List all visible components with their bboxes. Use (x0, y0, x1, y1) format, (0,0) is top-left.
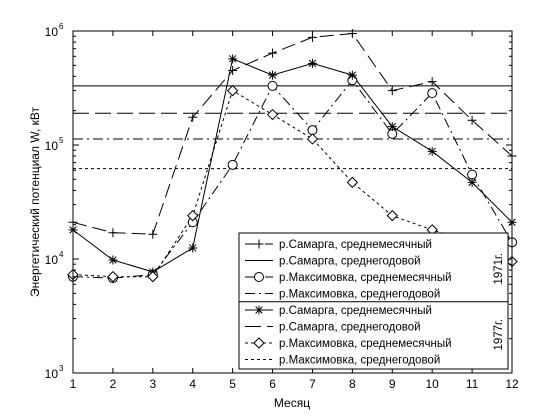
series-7-line (72, 89, 513, 278)
series-5-point (427, 146, 437, 156)
x-tick-label: 10 (426, 377, 440, 391)
plot-frame (72, 30, 513, 374)
series-7-point (107, 270, 119, 283)
series-5-point (228, 54, 238, 64)
legend-year-label: 1971г. (493, 253, 505, 285)
legend-box (238, 232, 509, 370)
x-tick-label: 6 (269, 377, 276, 391)
y-tick-label: 10 (45, 367, 59, 381)
legend-label: р.Максимовка, среднегодовой (279, 289, 440, 301)
legend-year-label: 1977г. (493, 319, 505, 351)
series-1-point (108, 228, 118, 238)
x-axis-label: Месяц (274, 396, 310, 410)
series-7-point (266, 108, 279, 121)
series-5-point (387, 122, 397, 132)
series-5-point (268, 70, 278, 80)
series-7-point (306, 133, 319, 145)
y-tick-exponent: 4 (59, 250, 64, 259)
series-1-point (467, 115, 477, 125)
x-tick-label: 5 (229, 377, 236, 391)
x-tick-label: 7 (309, 377, 316, 391)
series-5-point (347, 70, 357, 80)
y-tick-label: 10 (45, 25, 59, 39)
series-1-point (228, 66, 238, 76)
legend-label: р.Самарга, среднегодовой (279, 322, 421, 334)
series-3-point (227, 159, 238, 170)
series-3-point (267, 80, 278, 91)
y-axis-label: Энергетический потенциал W, кВт (28, 107, 42, 297)
legend-label: р.Максимовка, среднегодовой (279, 355, 440, 367)
series-5-point (188, 243, 198, 253)
x-tick-label: 8 (349, 377, 356, 391)
series-5-point (467, 177, 477, 187)
y-tick-exponent: 6 (59, 22, 64, 31)
x-axis-ticks: 1 2 3 4 5 6 7 8 9 10 11 12 (70, 31, 519, 391)
x-tick-label: 1 (70, 377, 77, 391)
legend-label: р.Самарга, среднегодовой (279, 256, 421, 268)
plot-lines (72, 32, 513, 279)
series-7-point (147, 270, 159, 283)
series-5-line (72, 58, 513, 273)
legend-label: р.Самарга, среднемесячный (279, 305, 432, 317)
series-7-point (226, 84, 239, 97)
y-tick-exponent: 5 (59, 136, 64, 145)
series-1-point (387, 86, 397, 96)
legend-label: р.Максимовка, среднемесячный (279, 272, 452, 284)
x-tick-label: 12 (505, 377, 519, 391)
series-7-point (386, 209, 398, 222)
series-1-point (188, 112, 198, 122)
series-1-point (427, 77, 437, 87)
legend-marker (254, 239, 264, 249)
series-5-point (307, 58, 317, 68)
series-3-point (427, 88, 438, 99)
series-7-point (187, 209, 199, 222)
legend-marker (254, 272, 264, 282)
series-3-point (467, 169, 478, 180)
x-tick-label: 2 (110, 377, 117, 391)
legend-label: р.Максимовка, среднемесячный (279, 338, 452, 350)
series-5-point (108, 255, 118, 265)
y-tick-label: 10 (45, 139, 59, 153)
x-tick-label: 9 (389, 377, 396, 391)
series-7-point (346, 176, 359, 189)
x-tick-label: 11 (466, 377, 479, 391)
series-1-point (268, 48, 278, 58)
y-tick-exponent: 3 (59, 364, 64, 373)
legend-marker (253, 337, 265, 349)
series-3-line (72, 79, 513, 279)
y-tick-label: 10 (45, 253, 59, 267)
legend-label: р.Самарга, среднемесячный (279, 239, 432, 251)
x-tick-label: 4 (189, 377, 196, 391)
legend-marker (254, 305, 264, 315)
series-1-line (72, 32, 513, 235)
legend: р.Самарга, среднемесячный р.Самарга, сред… (238, 232, 509, 370)
x-tick-label: 3 (149, 377, 156, 391)
series-1-point (148, 229, 158, 239)
